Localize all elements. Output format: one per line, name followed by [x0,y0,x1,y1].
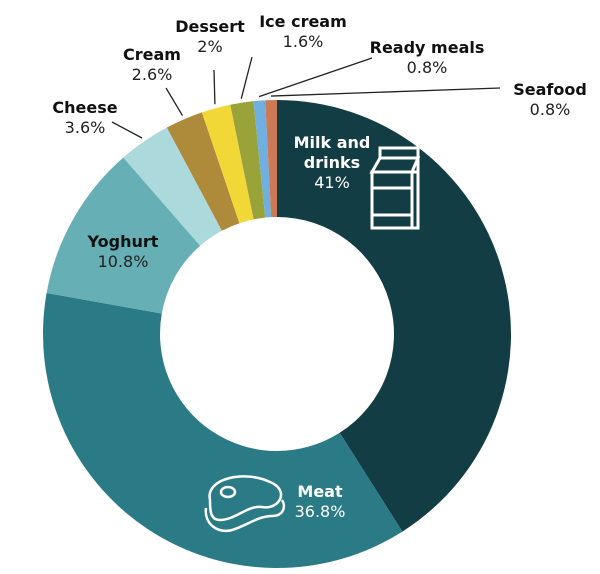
slice-cream [166,112,240,231]
slice-milk-and-drinks [277,100,512,532]
label-dessert: Dessert 2% [175,17,245,56]
leader-line [258,57,373,98]
label-seafood: Seafood 0.8% [513,80,587,119]
slice-meat [42,293,403,569]
slice-cheese [123,127,222,246]
slice-ice-cream [230,101,266,220]
label-ready-meals: Ready meals 0.8% [369,38,485,77]
label-ice-cream: Ice cream 1.6% [259,12,347,51]
slice-ready-meals [253,100,272,218]
slice-yoghurt [46,157,201,314]
leader-line [270,87,501,97]
slice-dessert [201,104,254,224]
leader-line [213,69,216,105]
label-cheese: Cheese 3.6% [52,98,118,137]
leader-line [111,121,143,139]
leader-line [240,56,253,99]
slice-seafood [265,100,277,218]
label-yoghurt: Yoghurt 10.8% [87,232,159,271]
label-milk: Milk and drinks 41% [293,133,371,192]
label-meat: Meat 36.8% [294,482,346,521]
leader-line [165,87,184,116]
label-cream: Cream 2.6% [123,45,181,84]
